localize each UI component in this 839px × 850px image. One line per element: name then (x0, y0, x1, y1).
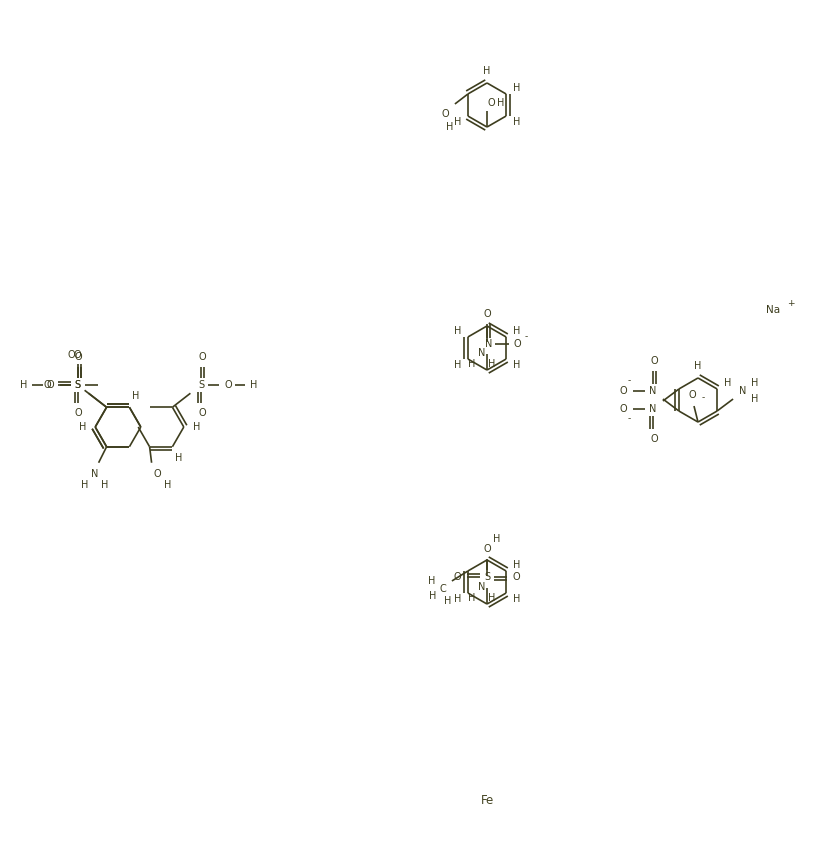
Text: H: H (20, 380, 28, 390)
Text: H: H (444, 596, 451, 606)
Text: -: - (628, 377, 631, 386)
Text: H: H (513, 83, 520, 93)
Text: O: O (487, 98, 495, 108)
Text: H: H (428, 576, 435, 586)
Text: O: O (619, 404, 627, 414)
Text: O: O (47, 380, 55, 390)
Text: C: C (440, 584, 446, 594)
Text: H: H (250, 380, 257, 390)
Text: H: H (513, 117, 520, 127)
Text: H: H (468, 593, 476, 603)
Text: O: O (199, 352, 206, 362)
Text: H: H (483, 66, 491, 76)
Text: H: H (454, 117, 461, 127)
Text: O: O (688, 390, 696, 400)
Text: H: H (513, 560, 520, 570)
Text: -: - (524, 332, 528, 342)
Text: N: N (649, 386, 657, 396)
Text: H: H (724, 378, 731, 388)
Text: O: O (75, 352, 82, 362)
Text: H: H (752, 394, 758, 404)
Text: H: H (164, 479, 171, 490)
Text: N: N (478, 582, 486, 592)
Text: H: H (81, 479, 88, 490)
Text: H: H (488, 359, 496, 369)
Text: H: H (101, 479, 108, 490)
Text: O: O (513, 339, 521, 349)
Text: O: O (483, 544, 491, 554)
Text: O: O (650, 434, 658, 444)
Text: N: N (485, 339, 492, 349)
Text: -: - (628, 415, 631, 423)
Text: H: H (752, 378, 758, 388)
Text: H: H (430, 591, 436, 601)
Text: O: O (483, 309, 491, 319)
Text: H: H (513, 326, 520, 336)
Text: O: O (441, 109, 449, 119)
Text: H: H (498, 98, 505, 108)
Text: H: H (468, 359, 476, 369)
Text: +: + (787, 298, 795, 308)
Text: O: O (154, 468, 161, 479)
Text: H: H (454, 360, 461, 370)
Text: N: N (739, 386, 747, 396)
Text: H: H (454, 594, 461, 604)
Text: S: S (75, 380, 81, 390)
Text: Fe: Fe (481, 794, 493, 807)
Text: H: H (513, 594, 520, 604)
Text: S: S (198, 380, 205, 390)
Text: H: H (454, 326, 461, 336)
Text: H: H (79, 422, 86, 432)
Text: N: N (649, 404, 657, 414)
Text: H: H (695, 361, 701, 371)
Text: N: N (478, 348, 486, 358)
Text: H: H (133, 391, 139, 401)
Text: O: O (199, 408, 206, 418)
Text: Na: Na (766, 305, 780, 315)
Text: S: S (484, 572, 490, 582)
Text: -: - (701, 394, 705, 403)
Text: H: H (193, 422, 201, 432)
Text: O: O (453, 572, 461, 582)
Text: S: S (75, 380, 81, 390)
Text: H: H (446, 122, 454, 132)
Text: O: O (74, 350, 81, 360)
Text: O: O (225, 380, 232, 390)
Text: H: H (488, 593, 496, 603)
Text: O: O (68, 350, 76, 360)
Text: H: H (513, 360, 520, 370)
Text: O: O (44, 380, 51, 390)
Text: O: O (75, 408, 82, 418)
Text: O: O (650, 356, 658, 366)
Text: O: O (512, 572, 520, 582)
Text: H: H (493, 534, 501, 544)
Text: O: O (619, 386, 627, 396)
Text: N: N (91, 468, 98, 479)
Text: H: H (175, 453, 183, 463)
